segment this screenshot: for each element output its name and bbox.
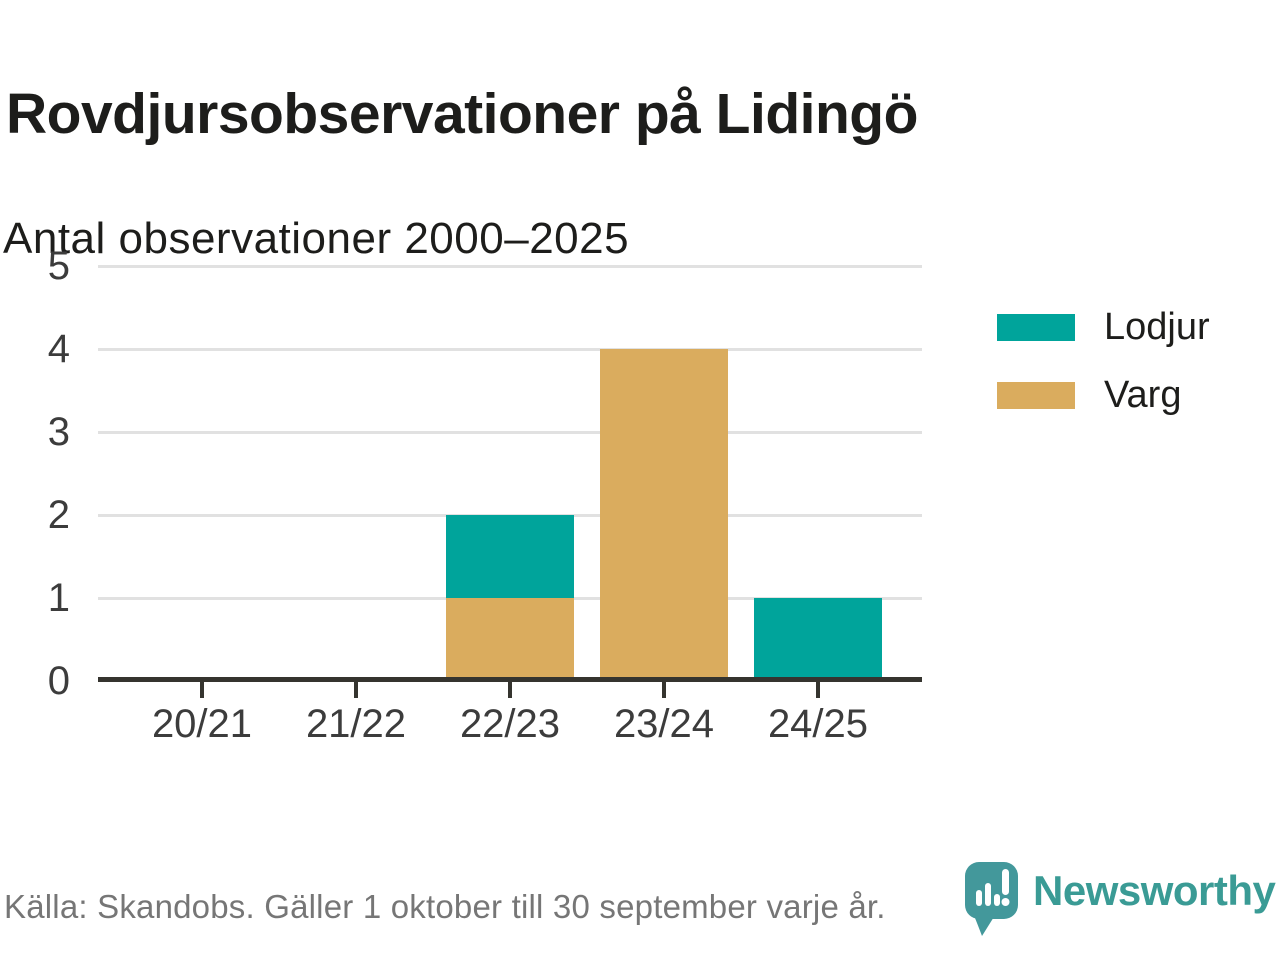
x-axis-label: 22/23 [459, 702, 561, 746]
bar-segment-varg-23-24 [600, 349, 728, 681]
y-axis-label: 1 [47, 576, 70, 620]
chart-title: Rovdjursobservationer på Lidingö [6, 82, 918, 147]
legend-item-varg: Varg [997, 376, 1210, 414]
x-axis-tick [354, 682, 358, 698]
chart-subtitle: Antal observationer 2000–2025 [3, 213, 630, 263]
x-axis-tick [200, 682, 204, 698]
source-note: Källa: Skandobs. Gäller 1 oktober till 3… [4, 888, 886, 925]
gridline [98, 347, 922, 351]
bar-segment-varg-22-23 [446, 598, 574, 681]
legend-label-lodjur: Lodjur [1104, 306, 1210, 348]
x-axis-tick [816, 682, 820, 698]
legend-swatch-lodjur [997, 313, 1075, 341]
gridline [98, 264, 922, 268]
x-axis-label: 24/25 [767, 702, 869, 746]
legend-swatch-varg [997, 381, 1075, 409]
x-axis-tick [662, 682, 666, 698]
newsworthy-icon [965, 862, 1018, 936]
newsworthy-wordmark: Newsworthy [1033, 867, 1276, 914]
legend-label-varg: Varg [1104, 374, 1182, 416]
y-axis-label: 5 [47, 244, 70, 288]
x-axis-label: 23/24 [613, 702, 715, 746]
x-axis-tick [508, 682, 512, 698]
gridline [98, 430, 922, 434]
y-axis-label: 3 [47, 410, 70, 454]
x-axis-line [98, 677, 922, 682]
y-axis-label: 2 [47, 493, 70, 537]
x-axis-label: 20/21 [151, 702, 253, 746]
bar-segment-lodjur-24-25 [754, 598, 882, 681]
bar-segment-lodjur-22-23 [446, 515, 574, 598]
newsworthy-logo: Newsworthy [965, 862, 1276, 940]
legend: Lodjur Varg [997, 308, 1210, 444]
y-axis-label: 4 [47, 327, 70, 371]
legend-item-lodjur: Lodjur [997, 308, 1210, 346]
x-axis-label: 21/22 [305, 702, 407, 746]
y-axis-label: 0 [47, 659, 70, 703]
